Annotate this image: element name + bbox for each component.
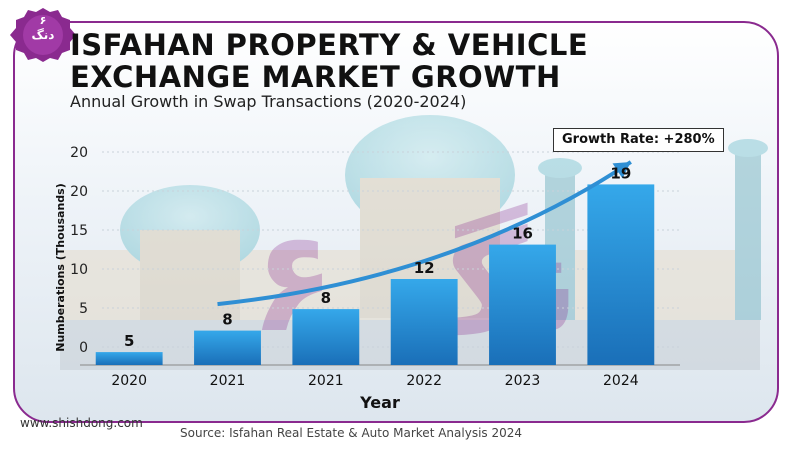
chart-subtitle: Annual Growth in Swap Transactions (2020… [70, 92, 467, 111]
x-tick-label: 2022 [406, 373, 442, 389]
chart-title-line-2: EXCHANGE MARKET GROWTH [70, 60, 561, 94]
x-axis-title: Year [359, 393, 400, 412]
logo-word: دنگ [31, 28, 55, 42]
trend-arrow-line [217, 160, 632, 307]
bar [194, 330, 261, 365]
y-axis-title: Numberations (Thousands) [54, 183, 67, 351]
data-label: 5 [124, 332, 134, 350]
source-note: Source: Isfahan Real Estate & Auto Marke… [180, 426, 523, 440]
bar [292, 309, 360, 365]
y-tick-label: 10 [70, 262, 88, 278]
bar [489, 244, 556, 365]
brand-logo [10, 8, 76, 62]
bar [390, 279, 458, 365]
data-label: 19 [610, 164, 631, 182]
y-tick-label: 20 [70, 184, 88, 200]
y-tick-label: 0 [79, 340, 88, 356]
bar [587, 184, 655, 365]
logo-text: ۶ دنگ [26, 14, 60, 42]
y-tick-label: 15 [70, 223, 88, 239]
y-tick-label: 5 [79, 301, 88, 317]
chart-title-line-1: ISFAHAN PROPERTY & VEHICLE [70, 28, 589, 62]
trend-arrow-head [612, 162, 631, 179]
website-url[interactable]: www.shishdong.com [20, 416, 143, 430]
growth-rate-annotation: Growth Rate: +280% [553, 128, 724, 152]
x-tick-label: 2021 [210, 373, 246, 389]
y-tick-label: 20 [70, 145, 88, 161]
x-tick-label: 2024 [603, 373, 639, 389]
bar [95, 352, 163, 365]
data-label: 16 [512, 225, 533, 243]
x-tick-label: 2020 [111, 373, 147, 389]
data-label: 8 [222, 311, 232, 329]
data-label: 8 [321, 289, 331, 307]
x-tick-label: 2021 [308, 373, 344, 389]
x-tick-label: 2023 [505, 373, 541, 389]
logo-digit: ۶ [39, 14, 47, 27]
data-label: 12 [414, 259, 435, 277]
